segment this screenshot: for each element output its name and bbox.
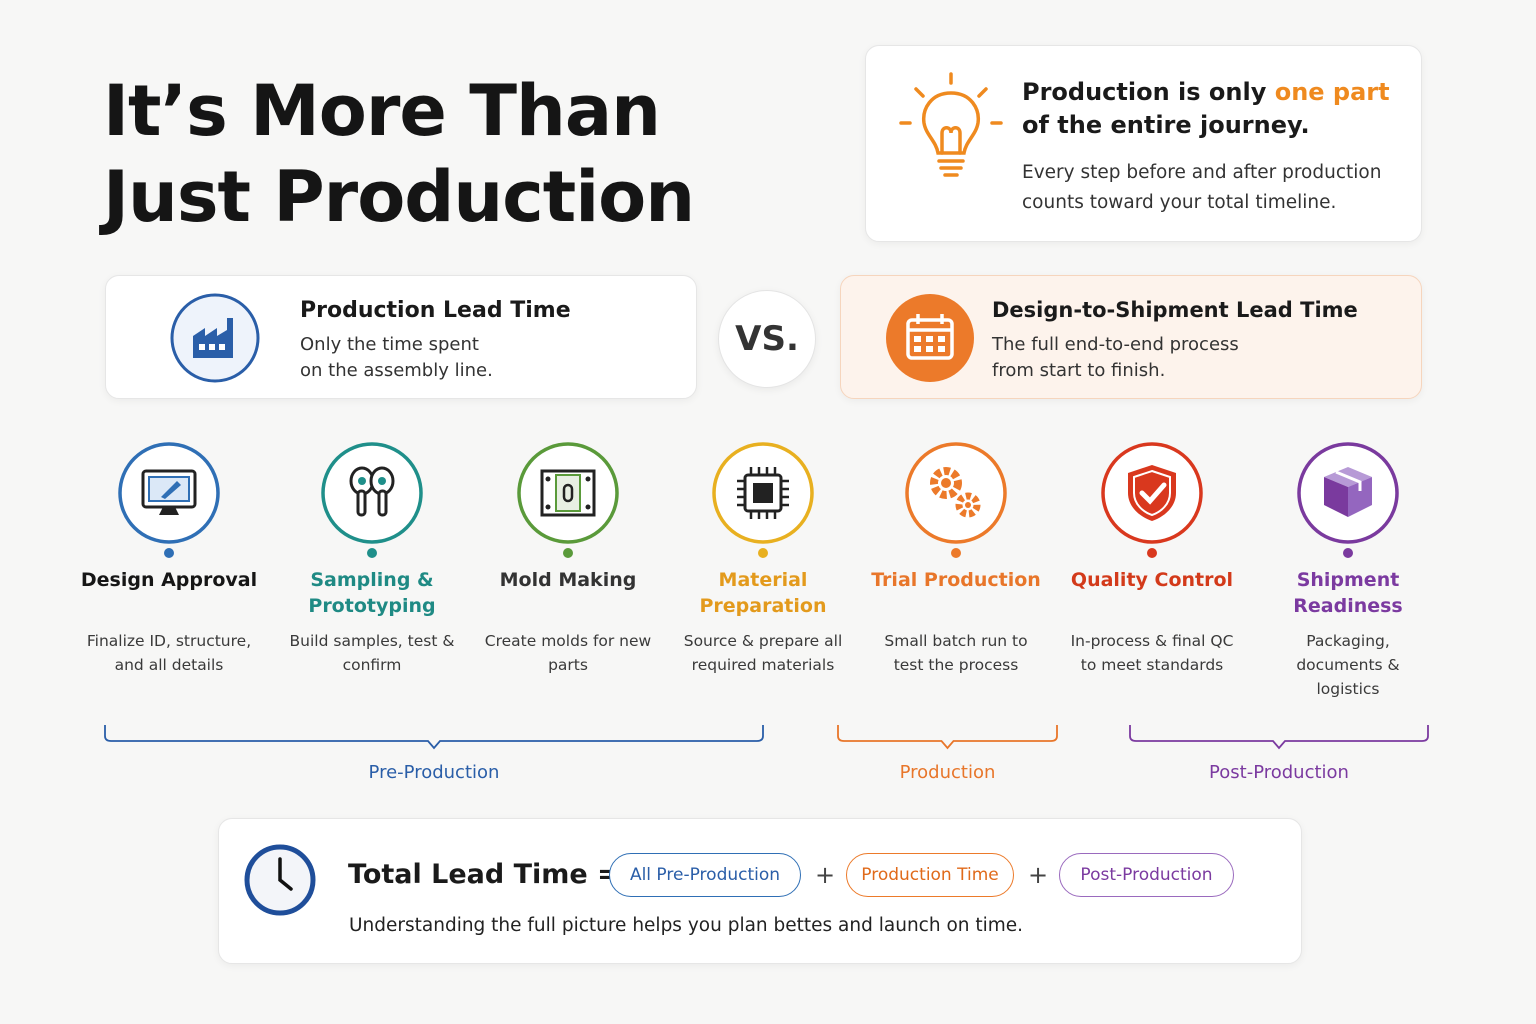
compare-right: Design-to-Shipment Lead Time The full en… <box>840 275 1422 399</box>
phase-bracket <box>837 725 1058 750</box>
callout-body: Every step before and after production c… <box>1022 162 1382 213</box>
step-desc: Small batch run to test the process <box>884 632 1028 674</box>
phase-bracket <box>1129 725 1429 750</box>
title: It’s More Than Just Production <box>103 68 695 240</box>
plus: + <box>815 861 836 889</box>
compare-desc: The full end-to-end process from start t… <box>992 334 1239 381</box>
compare-title: Design-to-Shipment Lead Time <box>992 298 1358 322</box>
phase-label: Pre-Production <box>368 762 500 783</box>
step-title: Material Preparation <box>699 569 827 617</box>
total-label: Total Lead Time = <box>348 859 620 890</box>
title-line: Just Production <box>103 156 695 238</box>
step-icon <box>905 442 1007 558</box>
step-title: Design Approval <box>80 569 258 591</box>
clock-icon <box>244 844 316 916</box>
step-icon <box>712 442 814 558</box>
phase-bracket <box>104 725 764 750</box>
term-pill: Production Time <box>846 853 1014 897</box>
term-pill: All Pre-Production <box>609 853 801 897</box>
callout-text: Production is only <box>1022 78 1267 106</box>
callout-text: of the entire journey. <box>1022 111 1310 139</box>
step-title: Quality Control <box>1070 569 1234 591</box>
callout-highlight: one part <box>1274 78 1390 106</box>
step-desc: In-process & final QC to meet standards <box>1070 632 1234 674</box>
step-title: Shipment Readiness <box>1293 569 1403 617</box>
step-icon <box>321 442 423 558</box>
plus: + <box>1028 861 1049 889</box>
step-title: Trial Production <box>871 569 1041 591</box>
total-card: Total Lead Time = All Pre-Production + P… <box>218 818 1302 964</box>
step-desc: Create molds for new parts <box>484 632 652 674</box>
compare-desc: Only the time spent on the assembly line… <box>300 334 493 381</box>
step-desc: Build samples, test & confirm <box>289 632 455 674</box>
compare-left: Production Lead Time Only the time spent… <box>105 275 697 399</box>
step-title: Mold Making <box>499 569 637 591</box>
bulb-icon <box>899 72 1003 177</box>
title-line: It’s More Than <box>103 70 661 152</box>
step-desc: Finalize ID, structure, and all details <box>86 632 252 674</box>
step-icon <box>1101 442 1203 558</box>
calendar-icon <box>886 294 974 382</box>
total-note: Understanding the full picture helps you… <box>349 915 1024 936</box>
phase-label: Production <box>899 762 996 783</box>
vs-badge: VS. <box>718 290 816 388</box>
phase-label: Post-Production <box>1209 762 1349 783</box>
step-desc: Source & prepare all required materials <box>683 632 843 674</box>
step-icon <box>517 442 619 558</box>
step-desc: Packaging, documents & logistics <box>1296 632 1400 698</box>
callout-card: Production is only one part of the entir… <box>865 45 1422 242</box>
term-pill: Post-Production <box>1059 853 1234 897</box>
factory-icon <box>170 293 260 383</box>
step-icon <box>118 442 220 558</box>
compare-title: Production Lead Time <box>300 298 571 323</box>
step-icon <box>1297 442 1399 558</box>
step-title: Sampling & Prototyping <box>308 569 436 617</box>
callout-heading: Production is only one part of the entir… <box>1022 76 1390 142</box>
